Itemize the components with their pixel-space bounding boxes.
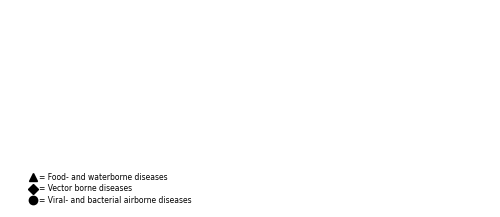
Legend: = Food- and waterborne diseases, = Vector borne diseases, = Viral- and bacterial: = Food- and waterborne diseases, = Vecto… <box>29 173 192 205</box>
